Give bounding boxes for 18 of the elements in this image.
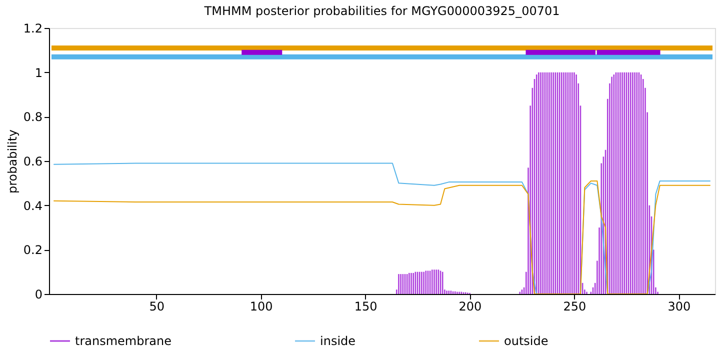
y-axis-title: probability — [5, 129, 20, 194]
chart-title: TMHMM posterior probabilities for MGYG000003925_00701 — [203, 4, 560, 18]
x-tick-label: 250 — [563, 300, 586, 314]
legend-label: transmembrane — [75, 334, 172, 348]
x-tick-label: 200 — [458, 300, 482, 314]
y-tick-label: 0.8 — [23, 110, 42, 124]
x-tick-label: 100 — [250, 300, 273, 314]
legend-label: outside — [504, 334, 548, 348]
y-tick-label: 0.2 — [23, 243, 42, 258]
y-tick-label: 0.4 — [23, 198, 42, 213]
y-tick-label: 0.6 — [23, 154, 42, 168]
y-tick-label: 1.2 — [23, 22, 42, 36]
x-tick-label: 150 — [354, 300, 378, 314]
y-tick-label: 1 — [34, 66, 42, 80]
x-tick-label: 300 — [668, 300, 691, 314]
legend-label: inside — [320, 334, 356, 348]
x-tick-label: 50 — [149, 300, 165, 314]
y-tick-label: 0 — [34, 288, 42, 302]
